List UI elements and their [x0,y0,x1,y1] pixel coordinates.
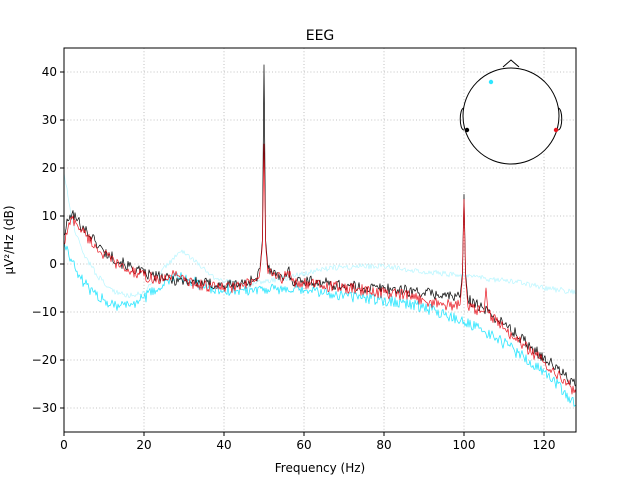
sensor-topomap [459,59,563,165]
head-right-ear [557,107,563,131]
y-axis-ticks: −30 −20 −10 0 10 20 30 40 [32,65,64,415]
series-line-cyan [63,242,577,407]
y-tick-label: 0 [49,257,57,271]
y-tick-label: 10 [42,209,57,223]
head-left-ear [459,107,465,131]
y-tick-label: 20 [42,161,57,175]
x-tick-label: 60 [296,438,311,452]
sensor-dot-black [464,127,470,133]
y-tick-label: −20 [32,353,57,367]
y-tick-label: 40 [42,65,57,79]
series-layer [63,64,577,407]
sensor-dot-cyan [488,79,494,85]
head-outline [462,67,560,165]
y-tick-label: 30 [42,113,57,127]
x-tick-label: 20 [136,438,151,452]
x-axis-ticks: 0 20 40 60 80 100 120 [60,432,555,452]
x-tick-label: 0 [60,438,68,452]
x-tick-label: 80 [376,438,391,452]
plot-frame [63,47,577,433]
x-tick-label: 120 [533,438,556,452]
head-nose [502,59,520,68]
x-tick-label: 40 [216,438,231,452]
sensor-dot-red [553,127,559,133]
y-axis-label: µV²/Hz (dB) [2,205,16,274]
y-tick-label: −10 [32,305,57,319]
y-tick-label: −30 [32,401,57,415]
x-tick-label: 100 [453,438,476,452]
chart-title: EEG [306,28,335,44]
series-line-red [63,143,577,395]
x-axis-label: Frequency (Hz) [275,461,366,475]
series-line-cyan-faint [63,172,577,299]
